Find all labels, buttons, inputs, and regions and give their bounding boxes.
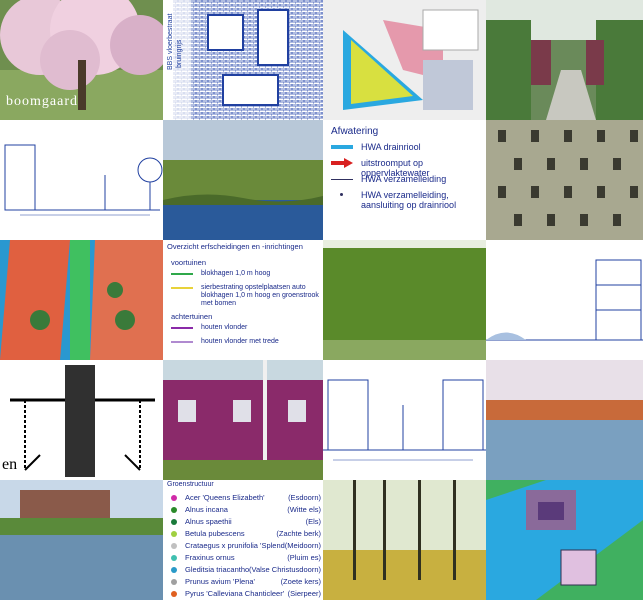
birch-grove-illustration xyxy=(323,480,486,600)
small-dot-icon xyxy=(331,190,353,200)
green-structure-item: Betula pubescens (Zachte berk) xyxy=(171,527,321,540)
birch-houses-photo xyxy=(163,360,323,480)
drainage-item-aansluiting: HWA verzamelleiding, aansluiting op drai… xyxy=(331,190,482,210)
species-common-name: (Esdoorn) xyxy=(288,493,321,502)
color-dot-icon xyxy=(171,578,177,585)
pond-reeds-photo xyxy=(163,120,323,240)
species-name: Gleditsia triacanthos 'Skyline' xyxy=(185,565,250,574)
species-common-name: (Els) xyxy=(305,517,321,526)
yellow-line-icon xyxy=(171,287,193,289)
lavender-line-icon xyxy=(171,341,193,343)
fencing-item-blokhagen: blokhagen 1,0 m hoog xyxy=(171,270,319,278)
hedge-photo xyxy=(323,240,486,360)
perforated-wall-illustration xyxy=(486,120,643,240)
plan-label-bottom: bruingrijs xyxy=(176,39,183,68)
drainage-legend-title: Afwatering xyxy=(331,126,379,137)
plan-label-top: BBS vloerbestraat xyxy=(167,13,174,70)
color-dot-icon xyxy=(171,518,177,525)
courtyard-plan-illustration xyxy=(486,480,643,600)
drainage-legend: Afwatering HWA drainriool uitstroomput o… xyxy=(323,120,486,240)
houses-illustration xyxy=(163,360,323,480)
color-dot-icon xyxy=(171,554,177,561)
species-name: Pyrus 'Calleviana Chanticleer' xyxy=(185,589,285,598)
species-common-name: (Witte els) xyxy=(287,505,321,514)
section-drawing-1 xyxy=(0,120,163,240)
species-name: Prunus avium 'Plena' xyxy=(185,577,255,586)
partial-caption: en xyxy=(2,456,18,473)
species-name: Alnus spaethii xyxy=(185,517,232,526)
birch-grove-photo xyxy=(323,480,486,600)
garden-plan-detail xyxy=(0,240,163,360)
site-plan-overview xyxy=(323,0,486,120)
drainage-item-hwa-drainriool: HWA drainriool xyxy=(331,142,482,152)
achtertuinen-heading: achtertuinen xyxy=(171,312,213,321)
thin-dark-line-icon xyxy=(331,179,353,180)
red-arrow-icon xyxy=(331,158,353,168)
species-name: Acer 'Queens Elizabeth' xyxy=(185,493,265,502)
green-structure-item: Crataegus x prunifolia 'Splendens'(Meido… xyxy=(171,539,321,552)
species-common-name: (Meidoorn) xyxy=(284,541,321,550)
facade-section-illustration xyxy=(486,240,643,360)
fencing-item-houten-vlonder: houten vlonder xyxy=(171,324,319,332)
hedge-illustration xyxy=(323,240,486,360)
green-structure-item: Acer 'Queens Elizabeth' (Esdoorn) xyxy=(171,491,321,504)
street-section-drawing xyxy=(323,360,486,480)
color-dot-icon xyxy=(171,506,177,513)
orchard-caption: boomgaard xyxy=(6,94,78,109)
green-structure-title: Groenstructuur xyxy=(167,481,214,488)
wall-texture-photo xyxy=(486,120,643,240)
thick-blue-line-icon xyxy=(331,145,353,149)
species-name: Fraxinus ornus xyxy=(185,553,235,562)
purple-line-icon xyxy=(171,327,193,329)
cross-section-illustration xyxy=(0,120,163,240)
water-reeds-photo xyxy=(486,360,643,480)
species-common-name: (Zachte berk) xyxy=(276,529,321,538)
color-dot-icon xyxy=(171,494,177,501)
fencing-legend: Overzicht erfscheidingen en -inrichtinge… xyxy=(163,240,323,360)
fencing-item-vlonder-trede: houten vlonder met trede xyxy=(171,338,319,346)
pond-houses-photo xyxy=(0,480,163,600)
species-common-name: (Sierpeer) xyxy=(287,589,321,598)
garden-path-illustration xyxy=(486,0,643,120)
site-plan-illustration xyxy=(323,0,486,120)
green-structure-item: Prunus avium 'Plena' (Zoete kers) xyxy=(171,575,321,588)
drainage-item-uitstroomput: uitstroomput op oppervlaktewater xyxy=(331,158,482,178)
blossom-tree-illustration xyxy=(0,0,163,120)
fencing-item-sierbestrating: sierbestrating opstelplaatsen auto blokh… xyxy=(171,284,319,308)
garden-path-photo xyxy=(486,0,643,120)
street-section-illustration xyxy=(323,360,486,480)
pond-houses-illustration xyxy=(0,480,163,600)
color-dot-icon xyxy=(171,590,177,597)
species-name: Betula pubescens xyxy=(185,529,245,538)
pavement-pattern-plan: en xyxy=(0,360,163,480)
green-structure-item: Pyrus 'Calleviana Chanticleer' (Sierpeer) xyxy=(171,587,321,600)
drainage-item-verzamelleiding: HWA verzamelleiding xyxy=(331,174,482,184)
species-common-name: (Valse Christusdoorn) xyxy=(249,565,321,574)
color-dot-icon xyxy=(171,530,177,537)
green-structure-legend: Groenstructuur Acer 'Queens Elizabeth' (E… xyxy=(163,480,323,600)
paving-plan-drawing: BBS vloerbestraat bruingrijs xyxy=(163,0,323,120)
green-structure-item: Alnus spaethii (Els) xyxy=(171,515,321,528)
orchard-photo: boomgaard xyxy=(0,0,163,120)
fencing-legend-title: Overzicht erfscheidingen en -inrichtinge… xyxy=(167,242,303,251)
courtyard-plan-detail xyxy=(486,480,643,600)
paving-pattern-illustration xyxy=(163,0,323,120)
species-name: Crataegus x prunifolia 'Splendens' xyxy=(185,541,285,550)
green-structure-item: Alnus incana (Witte els) xyxy=(171,503,321,516)
species-name: Alnus incana xyxy=(185,505,228,514)
garden-plan-illustration xyxy=(0,240,163,360)
species-common-name: (Pluim es) xyxy=(287,553,321,562)
green-structure-item: Gleditsia triacanthos 'Skyline'(Valse Ch… xyxy=(171,563,321,576)
color-dot-icon xyxy=(171,542,177,549)
green-line-icon xyxy=(171,273,193,275)
voortuinen-heading: voortuinen xyxy=(171,258,207,267)
green-structure-item: Fraxinus ornus (Pluim es) xyxy=(171,551,321,564)
pond-illustration xyxy=(163,120,323,240)
color-dot-icon xyxy=(171,566,177,573)
pavement-pattern-illustration xyxy=(0,360,163,480)
species-common-name: (Zoete kers) xyxy=(280,577,321,586)
water-reeds-illustration xyxy=(486,360,643,480)
section-drawing-2 xyxy=(486,240,643,360)
